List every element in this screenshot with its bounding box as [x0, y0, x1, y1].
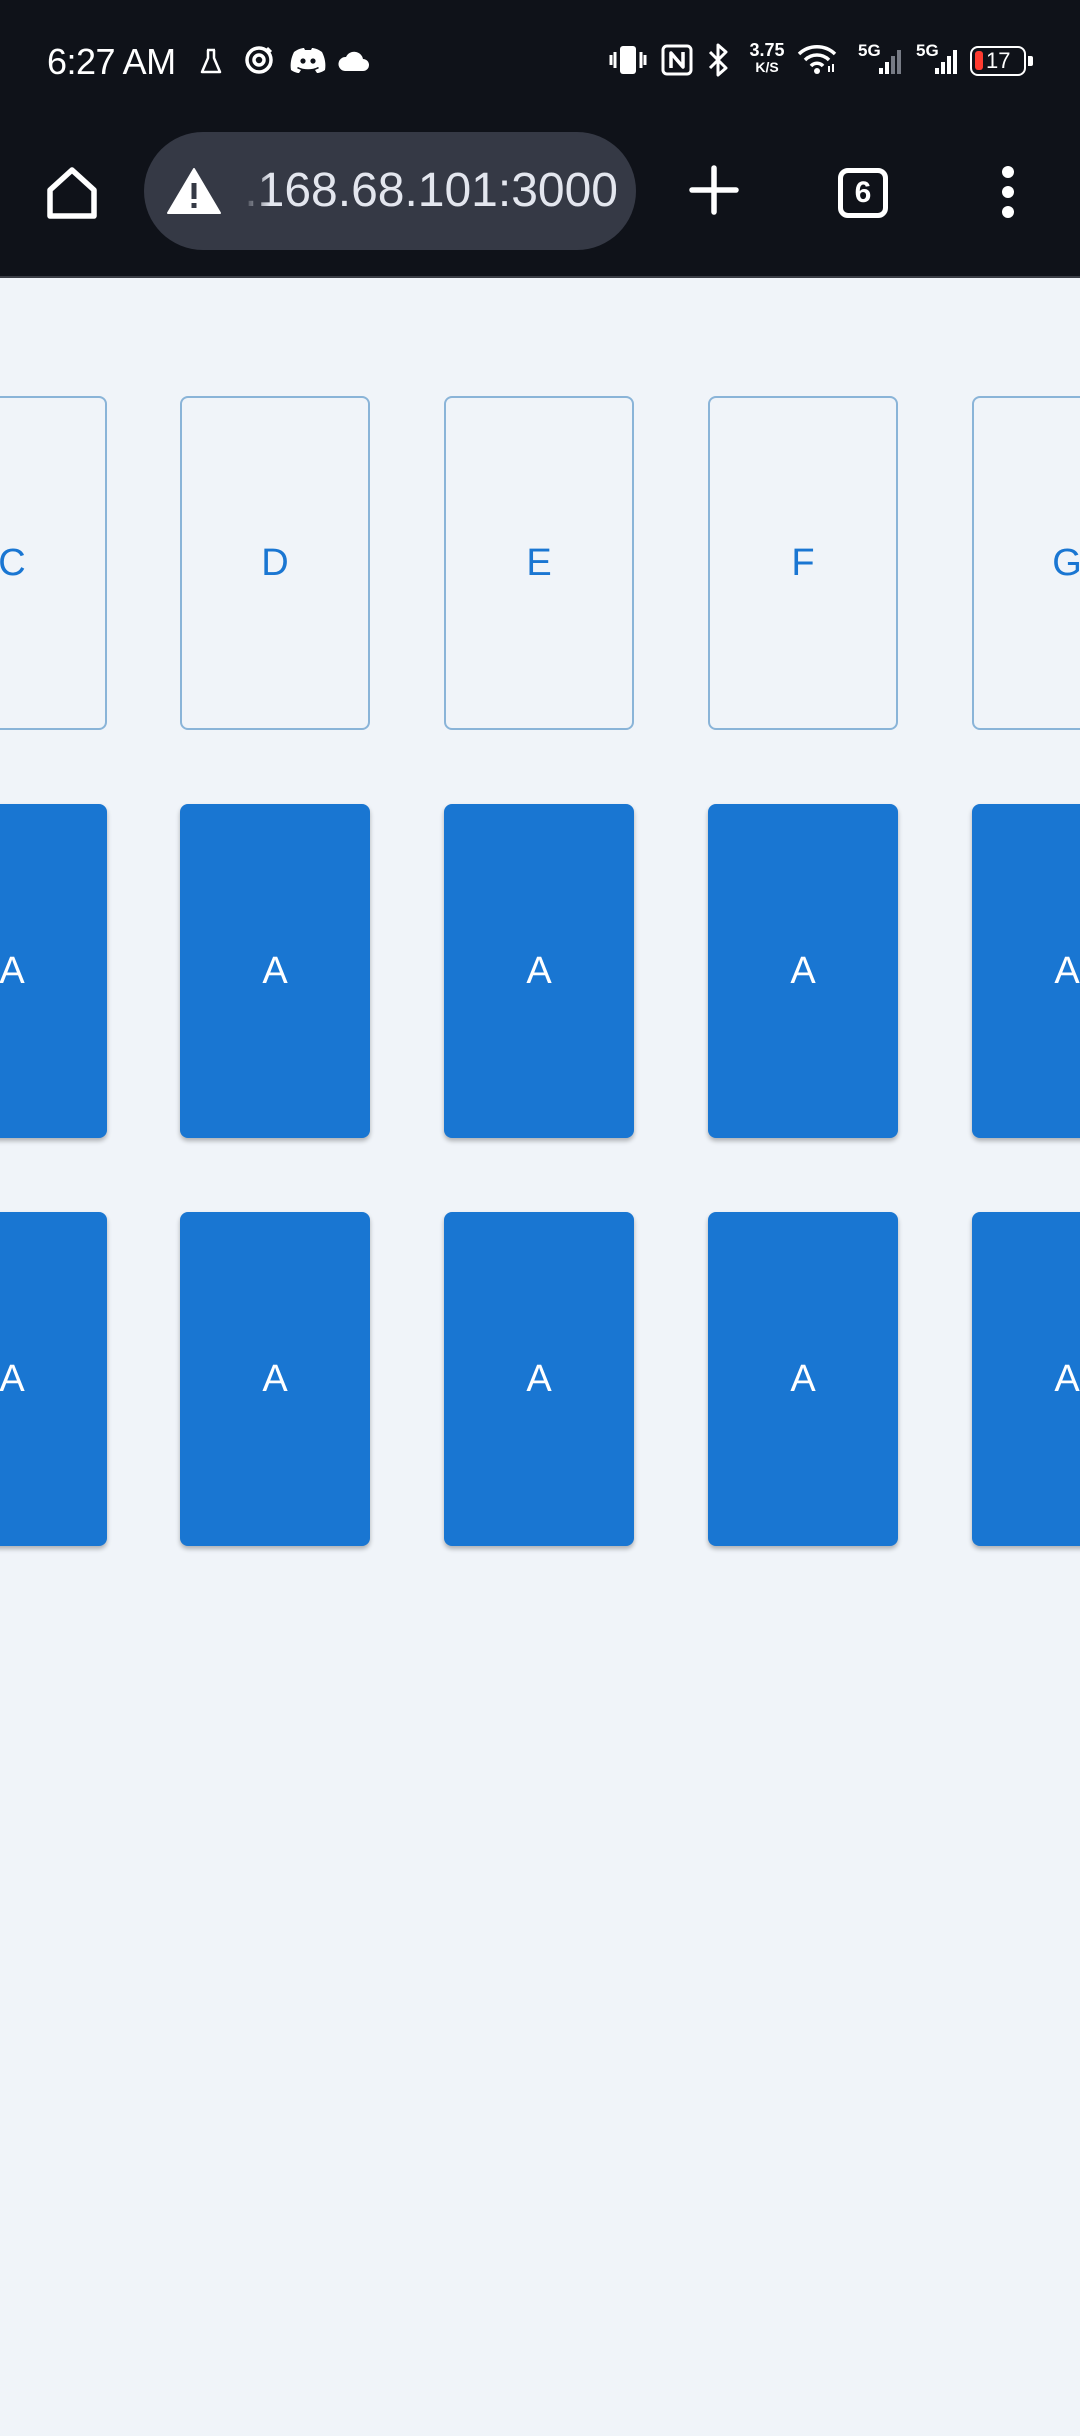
wifi-icon [797, 45, 837, 74]
bluetooth-icon [708, 43, 728, 77]
url-value: 192.168.68.101:3000 [236, 164, 618, 217]
card-filled[interactable]: A [180, 804, 370, 1138]
network-speed-value: 3.75 [749, 40, 785, 60]
card-label: A [790, 949, 816, 992]
signal-icon [935, 50, 957, 74]
card-label: A [790, 1357, 816, 1400]
card-label: A [526, 949, 552, 992]
home-icon[interactable] [42, 162, 102, 222]
card-label: A [1054, 1357, 1080, 1400]
sim2-network-type: 5G [916, 41, 939, 60]
battery-fill [975, 51, 983, 70]
network-speed: 3.75 K/S [744, 40, 790, 74]
flask-icon [200, 48, 222, 74]
card-label: F [791, 541, 815, 584]
card-outline[interactable]: D [180, 396, 370, 730]
card-label: A [526, 1357, 552, 1400]
card-label: A [1054, 949, 1080, 992]
page-content: C D E F G A A A A A A A A A A [0, 278, 1080, 2436]
signal-icon [879, 50, 901, 74]
plus-icon[interactable] [688, 164, 740, 216]
card-filled[interactable]: A [708, 804, 898, 1138]
card-outline[interactable]: F [708, 396, 898, 730]
cloud-icon [338, 51, 369, 71]
card-outline[interactable]: C [0, 396, 107, 730]
card-filled[interactable]: A [180, 1212, 370, 1546]
card-filled[interactable]: A [0, 1212, 107, 1546]
card-outline[interactable]: E [444, 396, 634, 730]
tab-switcher-button[interactable]: 6 [838, 168, 888, 218]
card-filled[interactable]: A [0, 804, 107, 1138]
card-label: E [526, 541, 552, 584]
card-filled[interactable]: A [444, 1212, 634, 1546]
card-filled[interactable]: A [708, 1212, 898, 1546]
more-vertical-icon[interactable] [990, 164, 1026, 220]
card-label: C [0, 541, 26, 584]
card-outline[interactable]: G [972, 396, 1080, 730]
card-label: A [262, 949, 288, 992]
discord-icon [290, 48, 326, 73]
target-icon [245, 46, 273, 74]
address-bar[interactable]: 192.168.68.101:3000 [144, 132, 636, 250]
card-filled[interactable]: A [444, 804, 634, 1138]
network-speed-unit: K/S [755, 59, 779, 75]
status-time: 6:27 AM [47, 41, 176, 82]
warning-triangle-icon[interactable] [166, 167, 222, 215]
status-bar: 6:27 AM 3.75 K/S 5G [0, 0, 1080, 124]
battery-indicator: 17 [970, 46, 1033, 76]
browser-toolbar: 192.168.68.101:3000 6 [0, 124, 1080, 278]
url-text[interactable]: 192.168.68.101:3000 [236, 162, 618, 222]
card-label: G [1052, 541, 1080, 584]
battery-percent: 17 [986, 48, 1011, 73]
card-label: A [0, 949, 25, 992]
url-fade [236, 152, 270, 232]
card-filled[interactable]: A [972, 804, 1080, 1138]
battery-nub [1028, 56, 1033, 66]
sim1-network-type: 5G [858, 41, 881, 60]
card-filled[interactable]: A [972, 1212, 1080, 1546]
vibrate-icon [609, 46, 647, 74]
nfc-icon [661, 44, 693, 76]
card-label: A [262, 1357, 288, 1400]
card-label: A [0, 1357, 25, 1400]
card-label: D [261, 541, 289, 584]
